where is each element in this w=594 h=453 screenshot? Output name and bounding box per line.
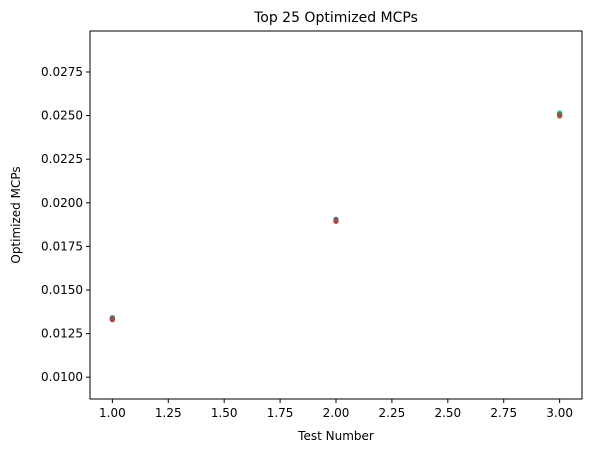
x-axis-label: Test Number [297,429,374,443]
y-tick-label: 0.0150 [41,283,83,297]
x-tick-label: 1.00 [99,406,126,420]
plot-frame [89,30,583,400]
y-tick-label: 0.0225 [41,152,83,166]
data-point [333,217,339,223]
y-tick-label: 0.0125 [41,327,83,341]
y-tick-label: 0.0175 [41,239,83,253]
x-tick-label: 1.75 [267,406,294,420]
data-points [109,110,563,323]
x-tick-label: 2.00 [323,406,350,420]
x-tick-label: 3.00 [546,406,573,420]
x-axis: 1.00 1.25 1.50 1.75 2.00 2.25 2.50 2.75 3.00 [99,399,573,420]
x-tick-label: 2.75 [490,406,517,420]
y-axis: 0.0100 0.0125 0.0150 0.0175 0.0200 0.0225 0.02… [41,65,90,384]
x-tick-label: 2.25 [379,406,406,420]
x-tick-label: 2.50 [434,406,461,420]
y-tick-label: 0.0275 [41,65,83,79]
data-point [557,112,563,118]
y-tick-label: 0.0100 [41,370,83,384]
chart-title: Top 25 Optimized MCPs [253,10,418,26]
y-tick-label: 0.0200 [41,196,83,210]
x-tick-label: 1.50 [211,406,238,420]
y-axis-label: Optimized MCPs [9,166,23,263]
data-point [109,315,115,322]
x-tick-label: 1.25 [155,406,182,420]
y-tick-label: 0.0250 [41,109,83,123]
